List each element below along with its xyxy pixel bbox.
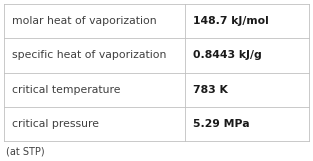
Text: 783 K: 783 K bbox=[193, 85, 228, 95]
Text: 0.8443 kJ/g: 0.8443 kJ/g bbox=[193, 50, 262, 60]
Text: critical temperature: critical temperature bbox=[12, 85, 121, 95]
Text: 5.29 MPa: 5.29 MPa bbox=[193, 119, 250, 129]
Text: molar heat of vaporization: molar heat of vaporization bbox=[12, 16, 156, 26]
Text: critical pressure: critical pressure bbox=[12, 119, 99, 129]
Text: (at STP): (at STP) bbox=[6, 146, 45, 156]
Text: specific heat of vaporization: specific heat of vaporization bbox=[12, 50, 167, 60]
Text: 148.7 kJ/mol: 148.7 kJ/mol bbox=[193, 16, 269, 26]
